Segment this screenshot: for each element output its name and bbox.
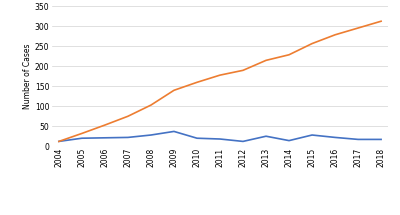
Cumulative cases [264, 59, 268, 62]
New cases [194, 137, 199, 140]
New cases [102, 137, 107, 139]
New cases [218, 138, 222, 140]
New cases [80, 137, 84, 140]
Cumulative cases [333, 34, 338, 36]
New cases [126, 136, 130, 139]
Cumulative cases [80, 132, 84, 135]
New cases [379, 138, 384, 141]
Cumulative cases [126, 115, 130, 118]
Y-axis label: Number of Cases: Number of Cases [23, 44, 32, 109]
Line: New cases: New cases [59, 131, 381, 141]
New cases [172, 130, 176, 133]
Cumulative cases [56, 140, 61, 143]
New cases [310, 134, 314, 136]
New cases [264, 135, 268, 138]
New cases [333, 136, 338, 139]
New cases [287, 139, 292, 142]
Cumulative cases [356, 27, 360, 29]
Cumulative cases [148, 104, 153, 106]
Cumulative cases [241, 69, 246, 72]
New cases [148, 134, 153, 136]
Cumulative cases [287, 54, 292, 56]
Cumulative cases [379, 20, 384, 23]
New cases [56, 140, 61, 143]
Cumulative cases [194, 81, 199, 84]
Cumulative cases [218, 74, 222, 76]
Line: Cumulative cases: Cumulative cases [59, 21, 381, 141]
Cumulative cases [310, 42, 314, 45]
Cumulative cases [172, 89, 176, 92]
Cumulative cases [102, 124, 107, 126]
New cases [356, 138, 360, 141]
New cases [241, 140, 246, 143]
